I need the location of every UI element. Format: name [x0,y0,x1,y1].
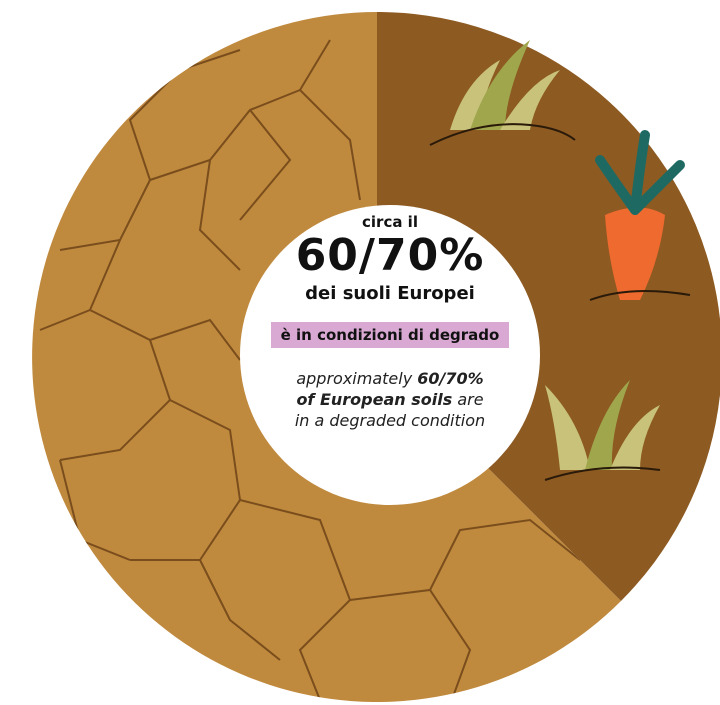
grass-bottom [544,380,661,481]
grass-top [429,40,576,146]
carrot [589,130,691,301]
center-text: circa il 60/70% dei suoli Europei è in c… [240,205,540,431]
english-segment: of European soils [296,390,453,409]
english-segment: approximately [296,369,418,388]
english-segment: 60/70% [417,369,484,388]
subject: dei suoli Europei [305,283,475,304]
english-line: of European soils are [240,389,540,410]
figure: 60/70% [295,230,485,281]
cracks [39,39,581,702]
english-line: in a degraded condition [240,410,540,431]
intro: circa il [362,213,418,231]
english-segment: are [452,390,484,409]
center-circle [240,205,540,505]
english-line: approximately 60/70% [240,368,540,389]
english-segment: in a degraded condition [294,411,486,430]
english-text: approximately 60/70% of European soils ar… [240,368,540,431]
highlight: è in condizioni di degrado [270,322,510,348]
